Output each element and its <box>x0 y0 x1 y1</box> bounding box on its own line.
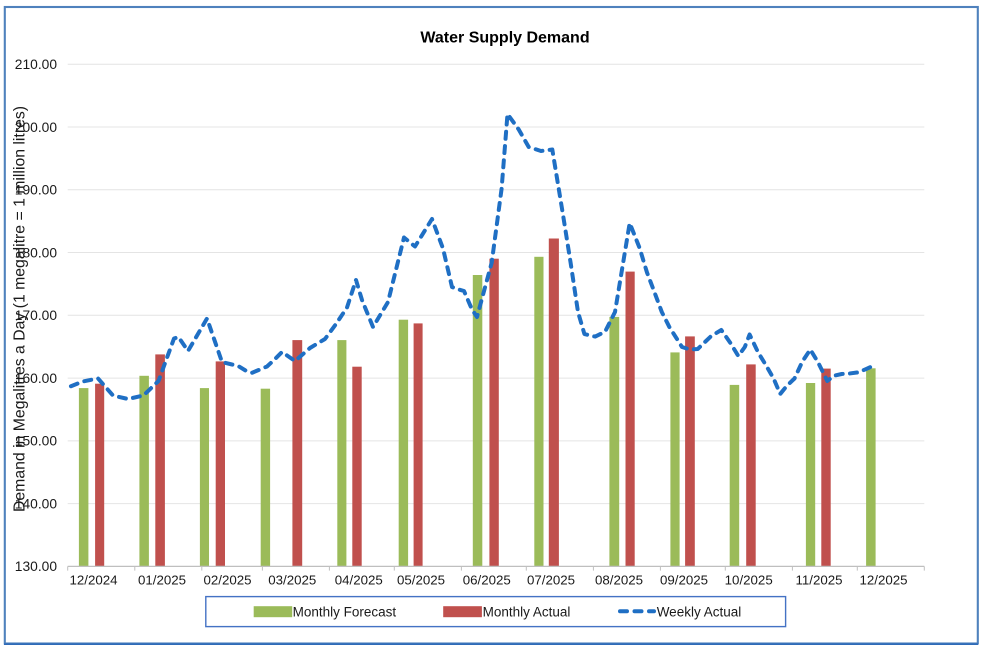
svg-text:02/2025: 02/2025 <box>203 573 251 588</box>
svg-text:12/2024: 12/2024 <box>69 573 117 588</box>
svg-text:160.00: 160.00 <box>15 371 58 386</box>
svg-text:150.00: 150.00 <box>15 434 58 449</box>
svg-text:210.00: 210.00 <box>15 57 58 72</box>
svg-text:Weekly Actual: Weekly Actual <box>657 604 742 619</box>
svg-text:06/2025: 06/2025 <box>463 573 511 588</box>
svg-text:05/2025: 05/2025 <box>397 573 445 588</box>
svg-text:08/2025: 08/2025 <box>595 573 643 588</box>
svg-text:10/2025: 10/2025 <box>725 573 773 588</box>
svg-text:Water Supply Demand: Water Supply Demand <box>420 29 589 46</box>
svg-text:200.00: 200.00 <box>15 120 58 135</box>
svg-text:03/2025: 03/2025 <box>268 573 316 588</box>
svg-text:01/2025: 01/2025 <box>138 573 186 588</box>
svg-text:04/2025: 04/2025 <box>335 573 383 588</box>
svg-text:Monthly Forecast: Monthly Forecast <box>293 604 397 619</box>
svg-text:09/2025: 09/2025 <box>660 573 708 588</box>
svg-text:12/2025: 12/2025 <box>859 573 907 588</box>
svg-text:11/2025: 11/2025 <box>795 573 842 588</box>
svg-text:Monthly Actual: Monthly Actual <box>483 604 571 619</box>
svg-text:180.00: 180.00 <box>15 245 58 260</box>
svg-text:170.00: 170.00 <box>15 308 58 323</box>
svg-text:130.00: 130.00 <box>15 559 58 574</box>
svg-text:140.00: 140.00 <box>15 496 58 511</box>
svg-text:Demand in Megalitres a Day (1: Demand in Megalitres a Day (1 megalitre … <box>12 106 29 512</box>
svg-text:07/2025: 07/2025 <box>527 573 575 588</box>
svg-text:190.00: 190.00 <box>15 183 58 198</box>
